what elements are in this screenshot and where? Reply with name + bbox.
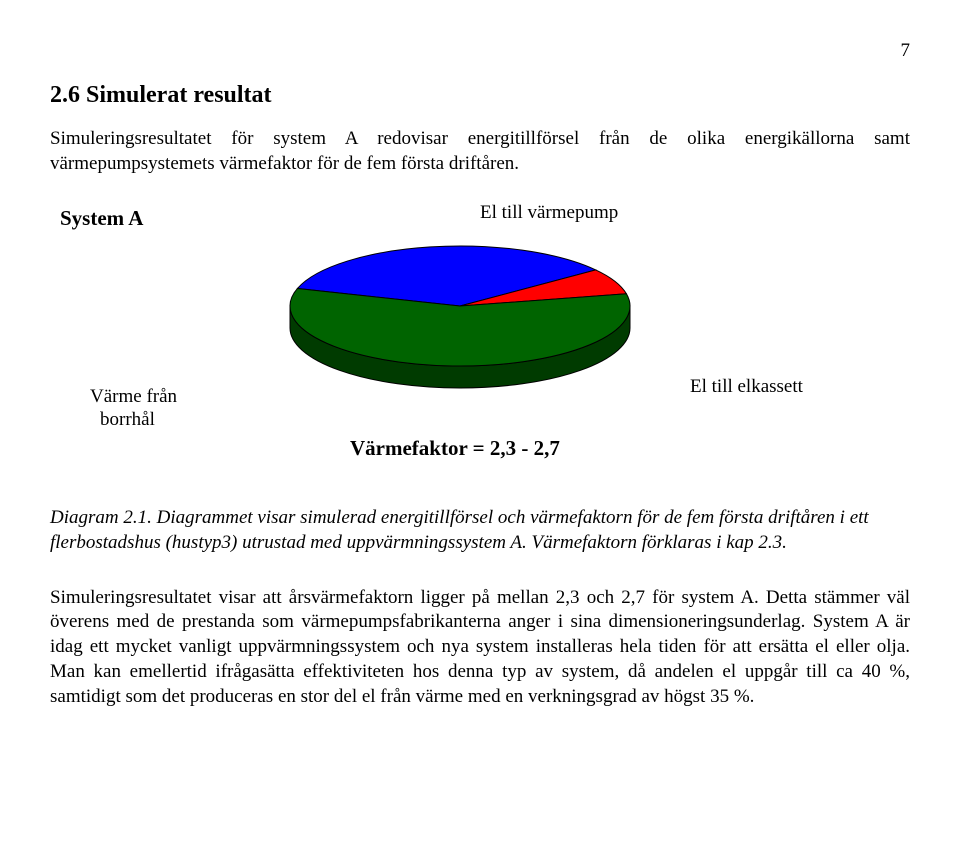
chart-right-label: El till elkassett [690,376,803,398]
section-heading: 2.6 Simulerat resultat [50,82,910,109]
chart-left-label-2: borrhål [100,409,155,431]
pie-chart-area: System A El till värmepump Värme från bo… [50,196,910,496]
chart-top-label: El till värmepump [480,202,618,224]
pie-chart [260,226,680,431]
figure-caption: Diagram 2.1. Diagrammet visar simulerad … [50,506,910,555]
intro-paragraph: Simuleringsresultatet för system A redov… [50,127,910,176]
page-number: 7 [50,40,910,62]
chart-left-label-1: Värme från [90,386,177,408]
chart-system-label: System A [60,206,143,231]
chart-factor-label: Värmefaktor = 2,3 - 2,7 [350,436,560,461]
body-paragraph: Simuleringsresultatet visar att årsvärme… [50,586,910,709]
